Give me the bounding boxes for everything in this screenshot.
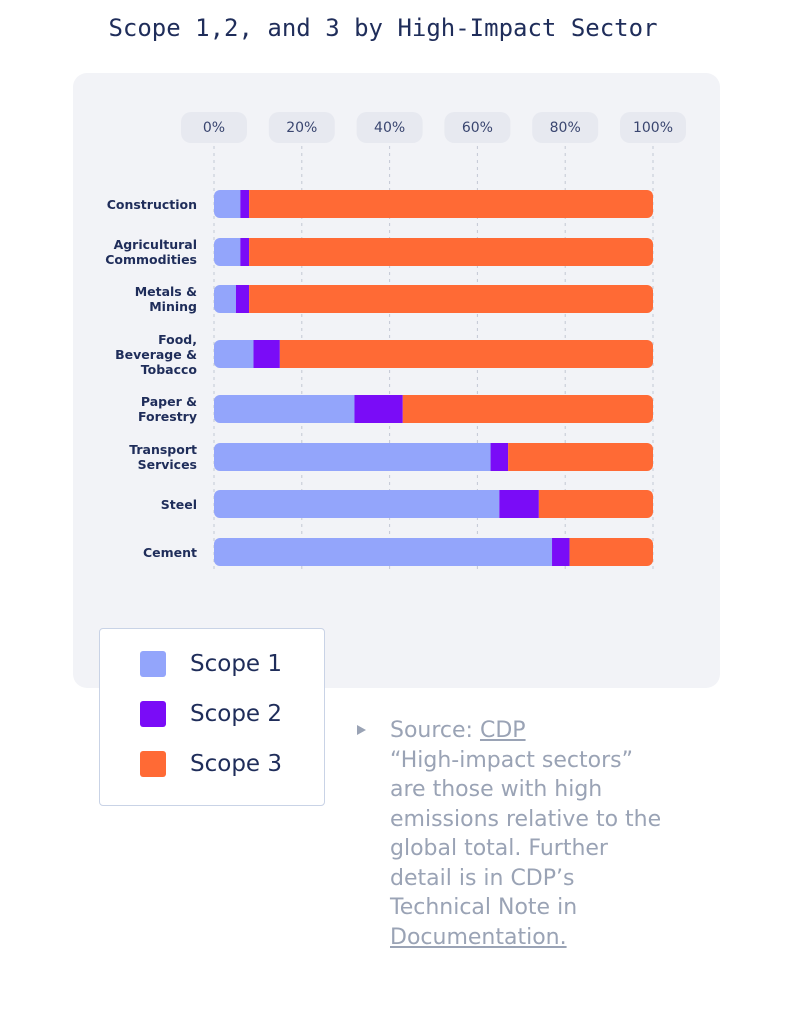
note-line: detail is in CDP’s — [390, 865, 575, 891]
bar-segment — [569, 538, 653, 566]
legend-label: Scope 3 — [190, 751, 283, 777]
bar-segment — [214, 395, 355, 423]
note-line: emissions relative to the — [390, 806, 662, 832]
bar-segment — [214, 490, 500, 518]
y-tick-label: Transport Services — [129, 442, 197, 472]
bar-segment — [214, 340, 254, 368]
legend-swatch — [140, 751, 166, 777]
legend-item: Scope 2 — [140, 701, 282, 727]
y-tick-label: Food, Beverage & Tobacco — [115, 331, 197, 377]
bar-segment — [235, 285, 250, 313]
source-note: Source: CDP “High-impact sectors” are tho… — [390, 716, 661, 952]
source-label: Source: — [390, 718, 473, 743]
source-link[interactable]: CDP — [479, 718, 526, 743]
x-tick-label: 80% — [550, 120, 581, 136]
bar-segment — [552, 538, 570, 566]
y-tick-label: Steel — [160, 496, 197, 512]
bar-segment — [249, 238, 653, 266]
chart-title: Scope 1,2, and 3 by High-Impact Sector — [108, 14, 657, 42]
tick-pill — [181, 112, 247, 143]
x-tick-label: 100% — [633, 120, 673, 136]
legend-swatch — [140, 651, 166, 677]
documentation-link[interactable]: Documentation. — [390, 924, 567, 950]
tick-pill — [268, 112, 335, 143]
legend-label: Scope 1 — [190, 651, 283, 677]
bar-segment — [214, 443, 491, 471]
bar-segment — [240, 238, 250, 266]
bar-segment — [240, 190, 250, 218]
x-tick-label: 40% — [374, 120, 405, 136]
legend-swatch — [140, 701, 166, 727]
chart-card — [73, 73, 720, 688]
legend-item: Scope 1 — [140, 651, 282, 677]
legend-item: Scope 3 — [140, 751, 282, 777]
bar-segment — [490, 443, 509, 471]
tick-pill — [532, 112, 599, 143]
x-tick-label: 0% — [203, 120, 225, 136]
bar-segment — [499, 490, 539, 518]
y-tick-label: Agricultural Commodities — [105, 237, 197, 267]
tick-pill — [356, 112, 423, 143]
y-tick-label: Paper & Forestry — [138, 394, 197, 424]
bar-segment — [214, 238, 241, 266]
bar-segment — [279, 340, 653, 368]
tick-pill — [620, 112, 686, 143]
bullet — [357, 725, 366, 735]
bar-segment — [214, 190, 241, 218]
bar-segment — [508, 443, 653, 471]
x-tick-label: 20% — [286, 120, 317, 136]
legend: Scope 1 Scope 2 Scope 3 — [99, 628, 325, 806]
bar-segment — [253, 340, 280, 368]
x-tick-label: 60% — [462, 120, 493, 136]
y-tick-label: Cement — [142, 544, 197, 560]
legend-label: Scope 2 — [190, 701, 283, 727]
bar-segment — [249, 285, 653, 313]
note-line: Technical Note in — [390, 895, 578, 920]
note-line: are those with high — [390, 777, 603, 802]
bar-segment — [249, 190, 653, 218]
note-line: “High-impact sectors” — [390, 747, 634, 773]
bar-segment — [402, 395, 653, 423]
bar-segment — [538, 490, 653, 518]
bar-segment — [214, 538, 553, 566]
y-tick-label: Construction — [106, 196, 197, 212]
y-tick-label: Metals & Mining — [134, 284, 197, 314]
tick-pill — [444, 112, 511, 143]
bar-segment — [354, 395, 403, 423]
bar-segment — [214, 285, 236, 313]
note-line: global total. Further — [390, 836, 608, 861]
